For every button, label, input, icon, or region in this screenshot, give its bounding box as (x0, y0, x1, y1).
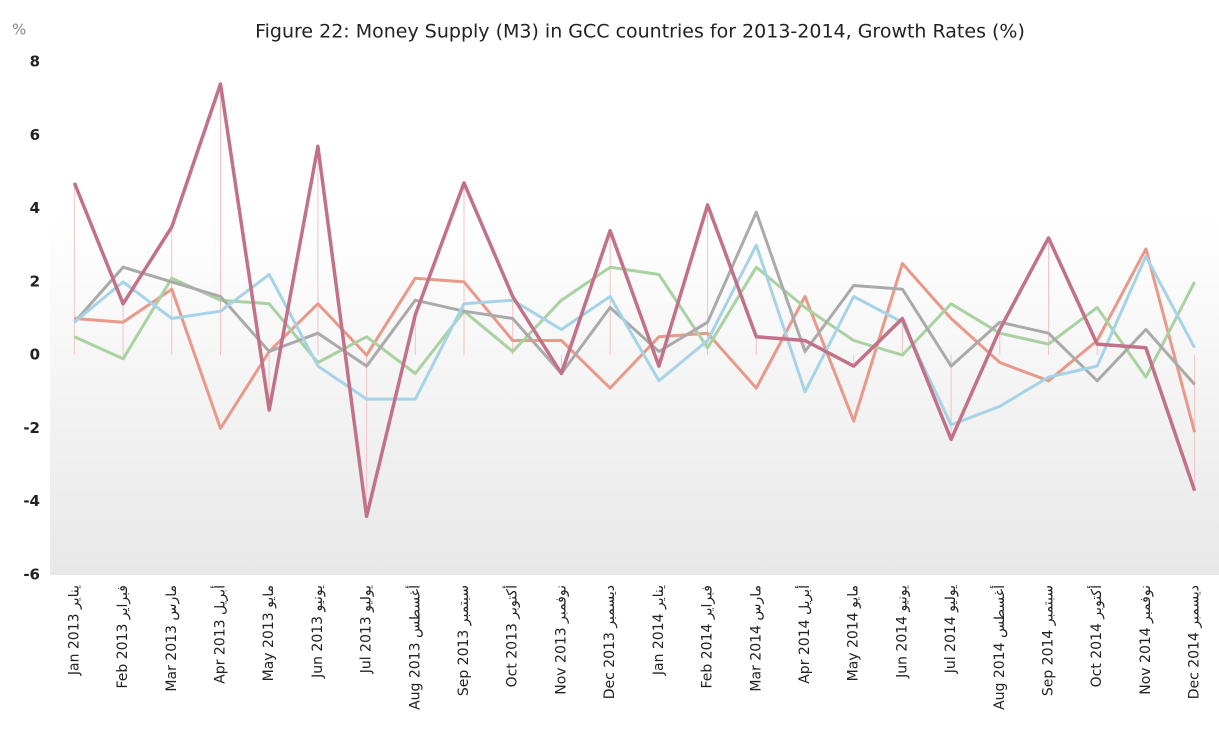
y-tick-label: 4 (30, 199, 40, 217)
x-tick-label: May 2013 مايو (261, 585, 277, 681)
y-tick-label: -2 (23, 419, 40, 437)
y-axis-label: % (12, 21, 26, 39)
x-tick-label: Jan 2013 يناير (66, 585, 82, 676)
series-line (72, 82, 1197, 519)
y-tick-label: 2 (30, 272, 40, 290)
series-line (73, 210, 1196, 386)
x-tick-label: Apr 2013 أبريل (210, 585, 228, 684)
y-tick-label: 0 (30, 346, 40, 364)
x-tick-label: Mar 2013 مارس (164, 585, 180, 692)
x-tick-label: Dec 2014 ديسمبر (1187, 585, 1203, 699)
y-tick-label: 6 (30, 126, 40, 144)
x-tick-label: Nov 2013 نوفمبر (553, 585, 569, 695)
x-tick-label: Sep 2013 سبتمبر (456, 585, 472, 696)
x-tick-label: Oct 2014 أكتوبر (1087, 585, 1105, 687)
x-tick-label: Sep 2014 سبتمبر (1041, 585, 1057, 696)
x-tick-label: Oct 2013 أكتوبر (503, 585, 521, 687)
x-tick-label: Jul 2014 يوليو (943, 585, 959, 674)
y-tick-label: 8 (30, 53, 40, 71)
y-tick-label: -4 (23, 492, 40, 510)
y-tick-label: -6 (23, 566, 40, 584)
x-tick-label: Feb 2013 فبراير (115, 585, 131, 688)
chart-title: Figure 22: Money Supply (M3) in GCC coun… (255, 21, 1025, 43)
x-tick-label: Jul 2013 يوليو (359, 585, 375, 674)
x-tick-label: Apr 2014 أبريل (795, 585, 813, 684)
x-tick-label: Aug 2013 أغسطس (405, 585, 423, 710)
x-tick-label: Aug 2014 أغسطس (990, 585, 1008, 710)
x-tick-label: Jun 2013 يونيو (310, 585, 326, 679)
x-tick-label: Mar 2014 مارس (748, 585, 764, 692)
x-tick-label: Jun 2014 يونيو (894, 585, 910, 679)
x-tick-label: Jan 2014 يناير (651, 585, 667, 676)
series-line (73, 265, 1196, 379)
x-tick-label: May 2014 مايو (846, 585, 862, 681)
series-line (73, 243, 1196, 427)
plot-background (50, 62, 1219, 575)
x-tick-label: Nov 2014 نوفمبر (1138, 585, 1154, 695)
x-tick-label: Feb 2014 فبراير (700, 585, 716, 688)
x-tick-label: Dec 2013 ديسمبر (602, 585, 618, 699)
